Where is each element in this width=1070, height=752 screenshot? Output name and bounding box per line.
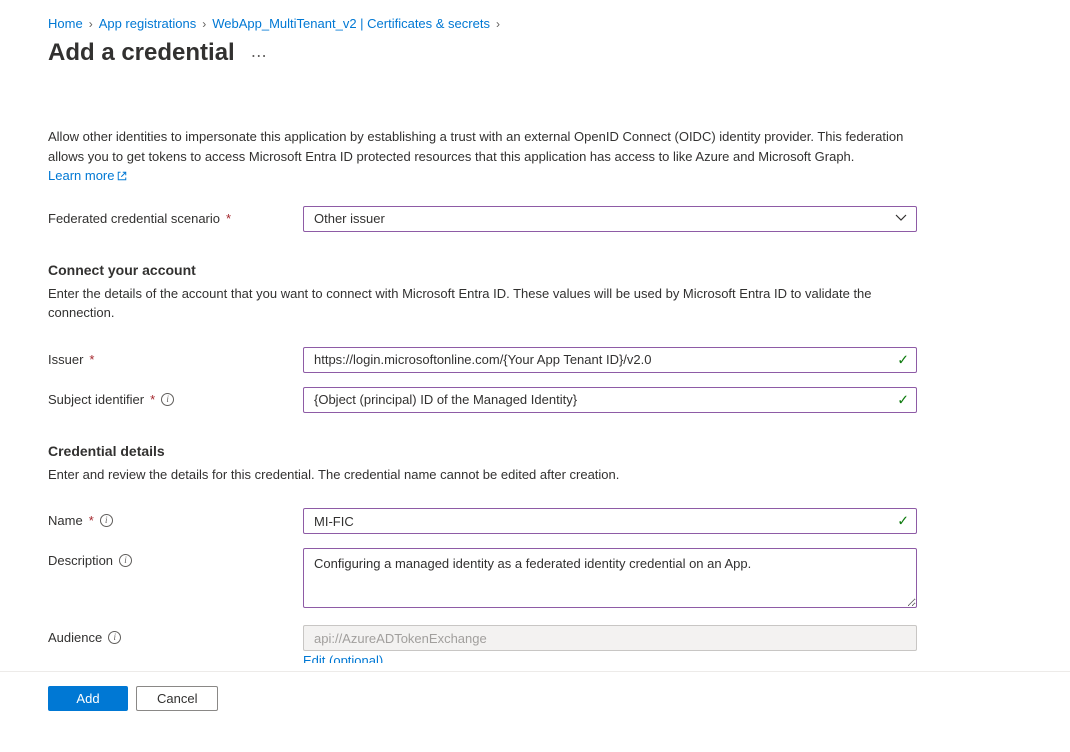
chevron-right-icon: › (202, 17, 206, 31)
add-button[interactable]: Add (48, 686, 128, 711)
intro-text: Allow other identities to impersonate th… (48, 127, 928, 186)
scenario-label: Federated credential scenario * (48, 206, 303, 226)
connect-desc: Enter the details of the account that yo… (48, 284, 928, 323)
required-marker: * (226, 211, 231, 226)
info-icon[interactable]: i (100, 514, 113, 527)
details-heading: Credential details (48, 443, 1022, 459)
breadcrumb-home[interactable]: Home (48, 16, 83, 31)
connect-heading: Connect your account (48, 262, 1022, 278)
info-icon[interactable]: i (108, 631, 121, 644)
description-input[interactable] (303, 548, 917, 608)
subject-input[interactable] (303, 387, 917, 413)
chevron-right-icon: › (89, 17, 93, 31)
description-label: Description i (48, 548, 303, 568)
chevron-right-icon: › (496, 17, 500, 31)
name-label: Name * i (48, 508, 303, 528)
breadcrumb-cert-secrets[interactable]: WebApp_MultiTenant_v2 | Certificates & s… (212, 16, 490, 31)
issuer-input[interactable] (303, 347, 917, 373)
scenario-dropdown[interactable]: Other issuer (303, 206, 917, 232)
info-icon[interactable]: i (119, 554, 132, 567)
issuer-label: Issuer * (48, 347, 303, 367)
page-title: Add a credential (48, 39, 235, 67)
audience-input (303, 625, 917, 651)
required-marker: * (89, 352, 94, 367)
name-input[interactable] (303, 508, 917, 534)
learn-more-label: Learn more (48, 166, 114, 186)
details-desc: Enter and review the details for this cr… (48, 465, 928, 485)
required-marker: * (89, 513, 94, 528)
subject-label: Subject identifier * i (48, 387, 303, 407)
footer-actions: Add Cancel (48, 672, 1022, 731)
edit-optional-link[interactable]: Edit (optional) (303, 653, 1022, 663)
more-options-icon[interactable]: ⋯ (251, 41, 268, 65)
info-icon[interactable]: i (161, 393, 174, 406)
cancel-button[interactable]: Cancel (136, 686, 218, 711)
breadcrumb: Home › App registrations › WebApp_MultiT… (48, 16, 1022, 31)
required-marker: * (150, 392, 155, 407)
breadcrumb-app-registrations[interactable]: App registrations (99, 16, 197, 31)
external-link-icon (116, 170, 128, 182)
audience-label: Audience i (48, 625, 303, 645)
learn-more-link[interactable]: Learn more (48, 166, 128, 186)
intro-body: Allow other identities to impersonate th… (48, 129, 903, 164)
